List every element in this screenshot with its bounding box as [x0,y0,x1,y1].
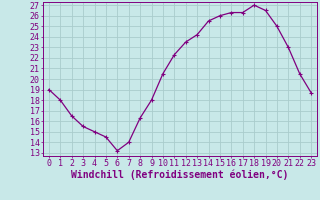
X-axis label: Windchill (Refroidissement éolien,°C): Windchill (Refroidissement éolien,°C) [71,170,289,180]
